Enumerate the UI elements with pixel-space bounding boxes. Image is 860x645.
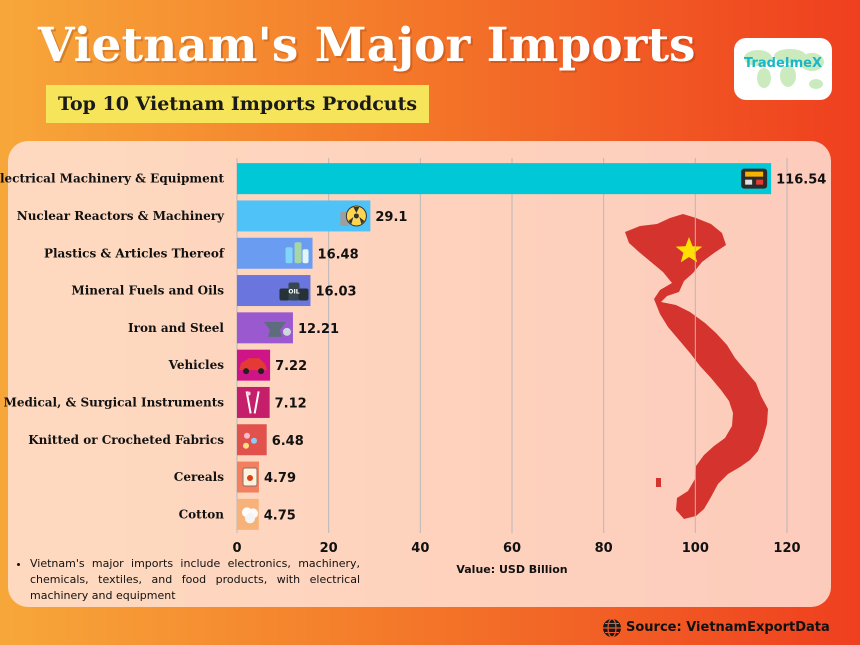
category-label: Electrical Machinery & Equipment xyxy=(0,172,224,186)
x-tick-label: 0 xyxy=(232,541,241,556)
bar xyxy=(237,312,293,344)
source-credit: Source: VietnamExportData xyxy=(602,617,830,639)
category-label: Cereals xyxy=(174,470,224,484)
vietnam-map xyxy=(625,214,768,519)
x-tick-label: 120 xyxy=(773,541,800,556)
bar xyxy=(237,386,270,418)
value-label: 6.48 xyxy=(272,434,304,449)
footnote-item: Vietnam's major imports include electron… xyxy=(30,556,360,604)
bar-icons: OIL xyxy=(239,168,768,524)
tradeimex-logo: TradeImeX xyxy=(734,38,832,100)
x-tick-label: 80 xyxy=(595,541,613,556)
x-tick-label: 100 xyxy=(682,541,709,556)
value-labels: 116.54 29.1 16.48 16.03 12.21 7.22 7.12 6.48 4.7… xyxy=(264,173,827,524)
category-labels: Electrical Machinery & Equipment Nuclear … xyxy=(0,172,225,522)
surgical-tools-icon xyxy=(245,391,260,414)
category-label: Iron and Steel xyxy=(128,321,224,335)
svg-text:OIL: OIL xyxy=(288,289,299,296)
category-label: Medical, & Surgical Instruments xyxy=(4,395,225,409)
footnote: Vietnam's major imports include electron… xyxy=(18,556,360,604)
cotton-icon xyxy=(242,507,258,524)
x-tick-label: 60 xyxy=(503,541,521,556)
value-label: 116.54 xyxy=(776,173,826,188)
fabric-icon xyxy=(243,432,257,449)
value-label: 16.48 xyxy=(318,247,359,262)
page-subtitle: Top 10 Vietnam Imports Prodcuts xyxy=(46,85,430,123)
value-label: 4.75 xyxy=(264,508,296,523)
bar xyxy=(237,163,772,195)
plastic-bottles-icon xyxy=(285,242,309,264)
category-label: Vehicles xyxy=(168,358,225,372)
oil-barrels-icon: OIL xyxy=(279,282,309,301)
vietnam-map-shape xyxy=(625,214,768,519)
island xyxy=(656,478,661,487)
car-icon xyxy=(239,358,268,375)
x-axis-label: Value: USD Billion xyxy=(456,563,567,576)
category-label: Knitted or Crocheted Fabrics xyxy=(28,433,224,447)
x-tick-label: 40 xyxy=(411,541,429,556)
value-label: 29.1 xyxy=(375,210,407,225)
cereal-bag-icon xyxy=(242,467,258,487)
steel-anvil-icon xyxy=(263,321,291,337)
value-label: 12.21 xyxy=(298,322,339,337)
category-label: Plastics & Articles Thereof xyxy=(44,246,225,260)
value-label: 4.79 xyxy=(264,471,296,486)
category-label: Mineral Fuels and Oils xyxy=(71,284,224,298)
value-label: 7.22 xyxy=(275,359,307,374)
x-tick-labels: 0 20 40 60 80 100 120 xyxy=(232,541,800,556)
globe-icon xyxy=(603,617,621,638)
value-label: 16.03 xyxy=(315,285,356,300)
world-map-icon xyxy=(744,49,824,89)
nuclear-icon xyxy=(340,205,367,227)
category-label: Nuclear Reactors & Machinery xyxy=(17,209,225,223)
generator-icon xyxy=(741,168,768,189)
star-icon xyxy=(675,237,703,263)
logo-text: TradeImeX xyxy=(744,56,822,71)
x-tick-label: 20 xyxy=(320,541,338,556)
value-label: 7.12 xyxy=(275,396,307,411)
category-label: Cotton xyxy=(179,507,225,521)
page-title: Vietnam's Major Imports xyxy=(38,18,696,73)
source-text: Source: VietnamExportData xyxy=(626,620,830,635)
